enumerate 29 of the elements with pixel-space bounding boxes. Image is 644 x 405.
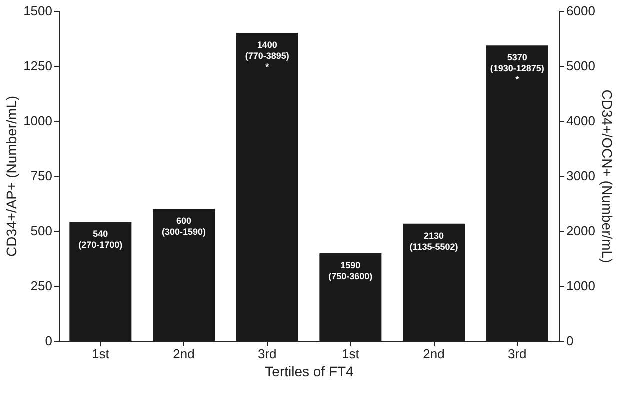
x-tick-label: 3rd [508, 346, 527, 362]
x-tick-label: 3rd [258, 346, 277, 362]
x-axis-title: Tertiles of FT4 [265, 364, 354, 380]
y-axis-title: CD34+/AP+ (Number/mL) [4, 96, 20, 258]
data-label: 600 (300-1590) [162, 216, 206, 237]
y2-tick-label: 3000 [566, 168, 596, 184]
y-tick-label: 500 [30, 224, 52, 238]
x-tick-label: 2nd [173, 346, 195, 362]
y2-axis-title: CD34+/OCN+ (Number/mL) [599, 90, 616, 264]
y-tick-label: 0 [45, 334, 52, 348]
data-label: 1590 (750-3600) [328, 260, 373, 282]
y2-tick-label: 1000 [566, 278, 596, 294]
data-label: 1400 (770-3895) * [245, 40, 290, 72]
y-tick-label: 1000 [24, 114, 52, 128]
y2-tick-label: 0 [566, 334, 574, 348]
y2-tick-label: 6000 [566, 4, 596, 18]
data-label: 2130 (1135-5502) [410, 230, 458, 252]
y-tick-label: 250 [30, 278, 52, 294]
x-tick-label: 1st [92, 346, 110, 362]
x-tick-label: 1st [342, 346, 360, 362]
y2-tick-label: 4000 [566, 114, 596, 128]
x-tick-label: 2nd [423, 346, 445, 362]
y-tick-label: 1250 [24, 58, 52, 74]
data-label: 540 (270-1700) [78, 229, 123, 250]
y2-tick-label: 5000 [566, 58, 596, 74]
y-tick-label: 750 [30, 168, 52, 184]
data-label: 5370 (1930-12875) * [490, 52, 544, 85]
y-tick-label: 1500 [24, 4, 52, 18]
y2-tick-label: 2000 [566, 224, 596, 238]
